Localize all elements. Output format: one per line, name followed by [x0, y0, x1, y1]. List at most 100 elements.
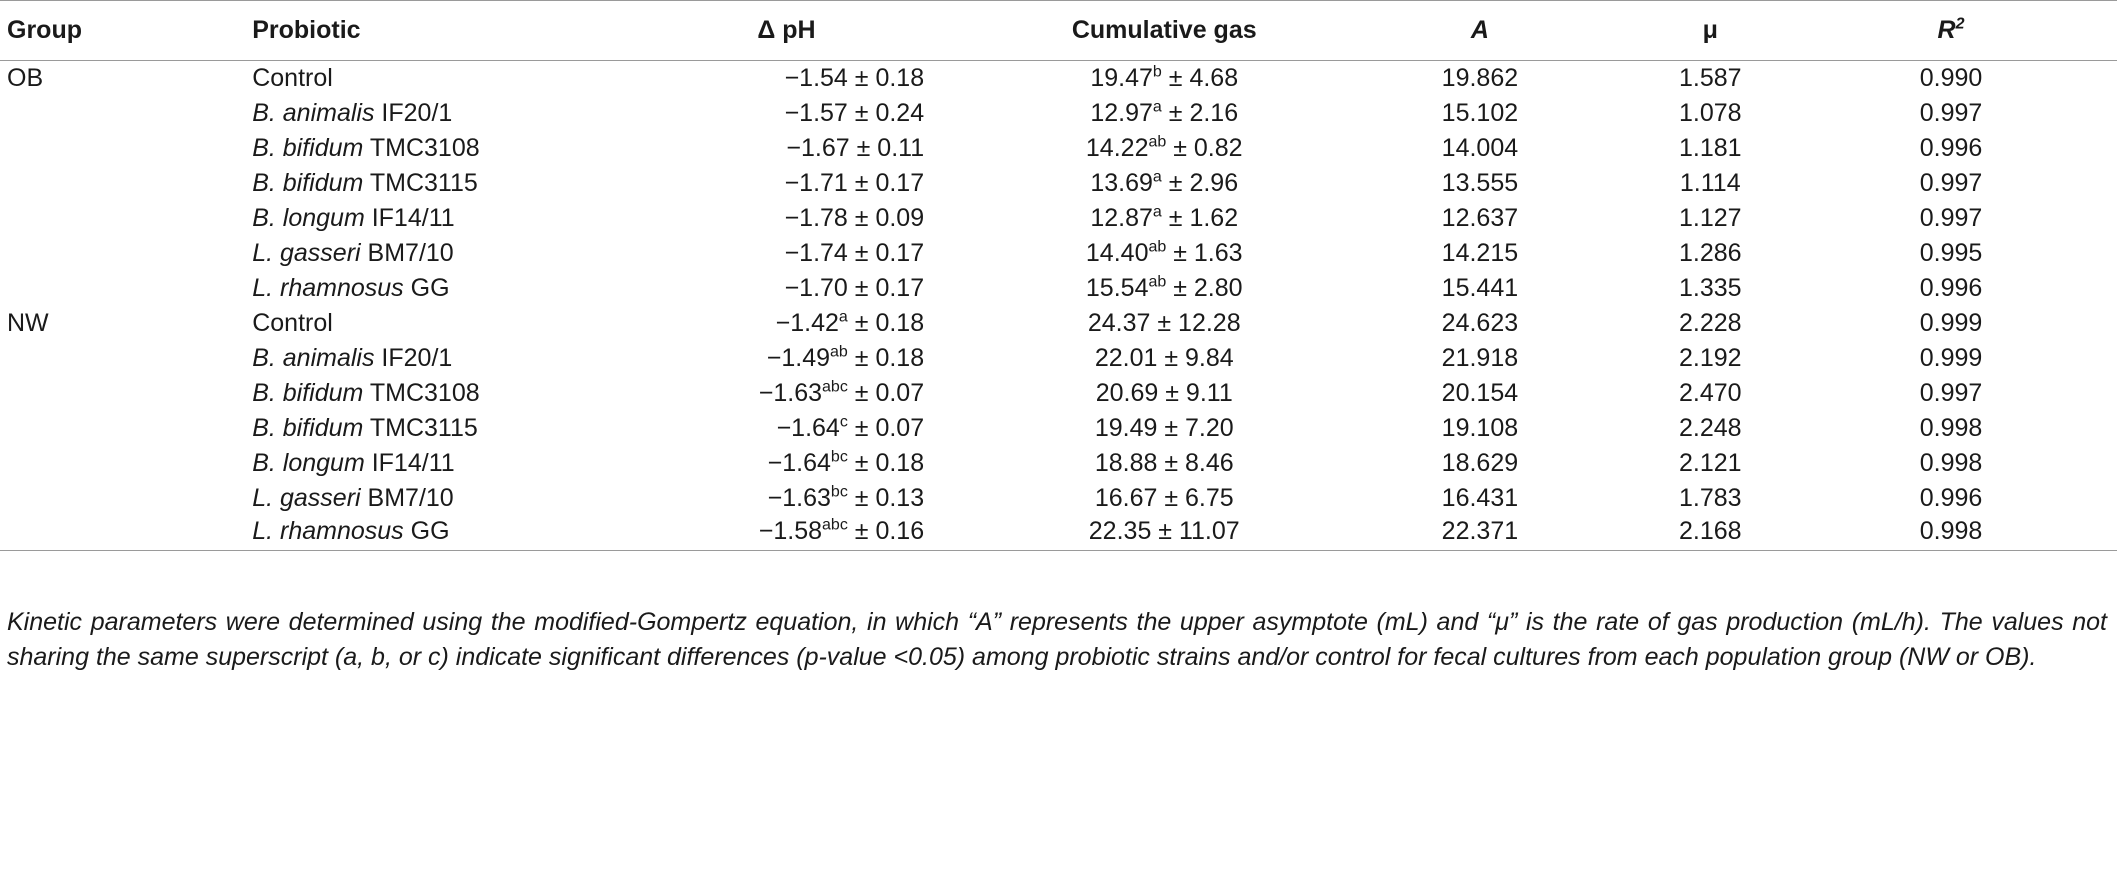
cell-ph-sd: ± 0.18: [854, 63, 925, 92]
cell-ph-sd: ± 0.09: [854, 203, 925, 232]
cell-mu: 2.168: [1595, 515, 1826, 551]
cell-a: 14.004: [1441, 133, 1519, 162]
cell-r2: 0.999: [1919, 308, 1983, 337]
cell-gas-mean: 20.69: [1095, 378, 1159, 407]
cell-ph-sup: a: [838, 308, 848, 326]
cell-delta-ph: −1.49ab ± 0.18: [589, 341, 924, 376]
cell-gas-sd: ± 9.11: [1165, 378, 1233, 407]
cell-ph-mean: −1.42: [775, 308, 839, 337]
cell-gas-sd: ± 2.96: [1168, 168, 1239, 197]
cell-probiotic: B. bifidum TMC3108: [252, 376, 589, 411]
cell-a: 19.862: [1441, 63, 1519, 92]
cell-ph-sd: ± 0.18: [854, 448, 925, 477]
cell-r2: 0.998: [1825, 515, 2117, 551]
cell-r2: 0.997: [1919, 378, 1983, 407]
cell-gas-mean: 15.54: [1085, 273, 1149, 302]
cell-group: [0, 96, 252, 131]
header-row: Group Probiotic Δ pH Cumulative gas A μ …: [0, 0, 2117, 61]
cell-a: 16.431: [1441, 483, 1519, 512]
cell-strain: IF20/1: [381, 98, 453, 127]
cell-group: [0, 446, 252, 481]
cell-mu: 2.192: [1678, 343, 1742, 372]
cell-gas-mean: 22.35: [1088, 517, 1152, 546]
cell-strain: Control: [252, 308, 333, 337]
cell-gas-mean: 14.22: [1085, 133, 1149, 162]
cell-genus: L. rhamnosus: [252, 517, 404, 546]
cell-ph-mean: −1.70: [784, 273, 848, 302]
cell-gas-sd: ± 2.80: [1173, 273, 1243, 302]
table-row: B. animalis IF20/1 −1.57 ± 0.24 12.97a ± 2…: [0, 96, 2117, 131]
table-header: Group Probiotic Δ pH Cumulative gas A μ …: [0, 0, 2117, 61]
cell-cumulative-gas: 15.54ab ± 2.80: [924, 271, 1364, 306]
cell-gas-mean: 14.40: [1085, 238, 1149, 267]
table-row: B. bifidum TMC3108 −1.63abc ± 0.07 20.69 ±…: [0, 376, 2117, 411]
cell-gas-mean: 16.67: [1094, 483, 1158, 512]
cell-ph-sup: ab: [830, 343, 848, 361]
cell-ph-mean: −1.63: [758, 378, 823, 407]
cell-gas-mean: 13.69: [1090, 168, 1153, 197]
cell-cumulative-gas: 19.49 ± 7.20: [924, 411, 1364, 446]
cell-delta-ph: −1.71 ± 0.17: [589, 166, 925, 201]
header-probiotic: Probiotic: [252, 0, 589, 61]
cell-cumulative-gas: 24.37 ± 12.28: [924, 306, 1364, 341]
cell-mu: 1.286: [1678, 238, 1742, 267]
cell-gas-mean: 19.49: [1094, 413, 1158, 442]
cell-probiotic: B. longum IF14/11: [252, 201, 589, 236]
cell-gas-sup: b: [1152, 63, 1162, 81]
cell-r2: 0.996: [1919, 273, 1983, 302]
cell-ph-sd: ± 0.18: [854, 343, 925, 372]
cell-ph-sd: ± 0.17: [854, 168, 925, 197]
cell-ph-sd: ± 0.07: [854, 378, 925, 407]
cell-r2: 0.998: [1919, 448, 1983, 477]
table-row: B. longum IF14/11 −1.78 ± 0.09 12.87a ± 1.…: [0, 201, 2117, 236]
cell-ph-sd: ± 0.13: [854, 483, 925, 512]
cell-probiotic: Control: [252, 61, 589, 96]
cell-ph-mean: −1.57: [784, 98, 848, 127]
cell-strain: TMC3115: [369, 168, 478, 197]
cell-delta-ph: −1.64c ± 0.07: [589, 411, 925, 446]
cell-gas-sd: ± 8.46: [1164, 448, 1234, 477]
cell-cumulative-gas: 22.35 ± 11.07: [924, 515, 1365, 551]
cell-gas-sup: a: [1152, 98, 1162, 116]
cell-ph-mean: −1.64: [767, 448, 831, 477]
cell-gas-mean: 24.37: [1087, 308, 1151, 337]
cell-genus: L. gasseri: [252, 238, 361, 267]
cell-r2: 0.997: [1919, 168, 1983, 197]
cell-delta-ph: −1.54 ± 0.18: [589, 61, 925, 96]
cell-mu: 1.783: [1678, 483, 1742, 512]
cell-delta-ph: −1.63bc ± 0.13: [589, 481, 924, 516]
cell-ph-mean: −1.78: [784, 203, 848, 232]
cell-mu: 1.181: [1678, 133, 1742, 162]
cell-mu: 1.114: [1679, 168, 1741, 197]
header-r2-base: R: [1937, 16, 1956, 44]
cell-a: 15.102: [1441, 98, 1519, 127]
cell-ph-mean: −1.54: [784, 63, 848, 92]
cell-ph-sd: ± 0.07: [854, 413, 925, 442]
cell-cumulative-gas: 22.01 ± 9.84: [924, 341, 1364, 376]
cell-group: [0, 236, 252, 271]
cell-gas-sd: ± 0.82: [1173, 133, 1243, 162]
cell-ph-mean: −1.74: [784, 238, 848, 267]
cell-gas-sd: ± 12.28: [1157, 308, 1241, 337]
cell-group: [0, 271, 252, 306]
cell-group: [0, 166, 252, 201]
cell-gas-mean: 12.97: [1090, 98, 1153, 127]
cell-gas-mean: 12.87: [1090, 203, 1153, 232]
cell-probiotic: L. gasseri BM7/10: [252, 236, 589, 271]
cell-ph-mean: −1.58: [758, 517, 823, 546]
cell-cumulative-gas: 18.88 ± 8.46: [924, 446, 1364, 481]
cell-strain: TMC3108: [369, 133, 480, 162]
cell-genus: B. bifidum: [252, 133, 364, 162]
cell-genus: B. bifidum: [252, 413, 364, 442]
cell-genus: B. animalis: [252, 343, 375, 372]
table-row: NW Control −1.42a ± 0.18 24.37 ± 12.28 24.62…: [0, 306, 2117, 341]
table-body: OB Control −1.54 ± 0.18 19.47b ± 4.68 19.862…: [0, 61, 2117, 551]
cell-a: 15.441: [1441, 273, 1519, 302]
cell-ph-sd: ± 0.17: [854, 273, 925, 302]
cell-probiotic: L. rhamnosus GG: [252, 515, 589, 551]
cell-probiotic: L. rhamnosus GG: [252, 271, 589, 306]
cell-gas-sup: a: [1152, 168, 1162, 186]
cell-strain: GG: [410, 517, 450, 546]
cell-probiotic: L. gasseri BM7/10: [252, 481, 589, 516]
